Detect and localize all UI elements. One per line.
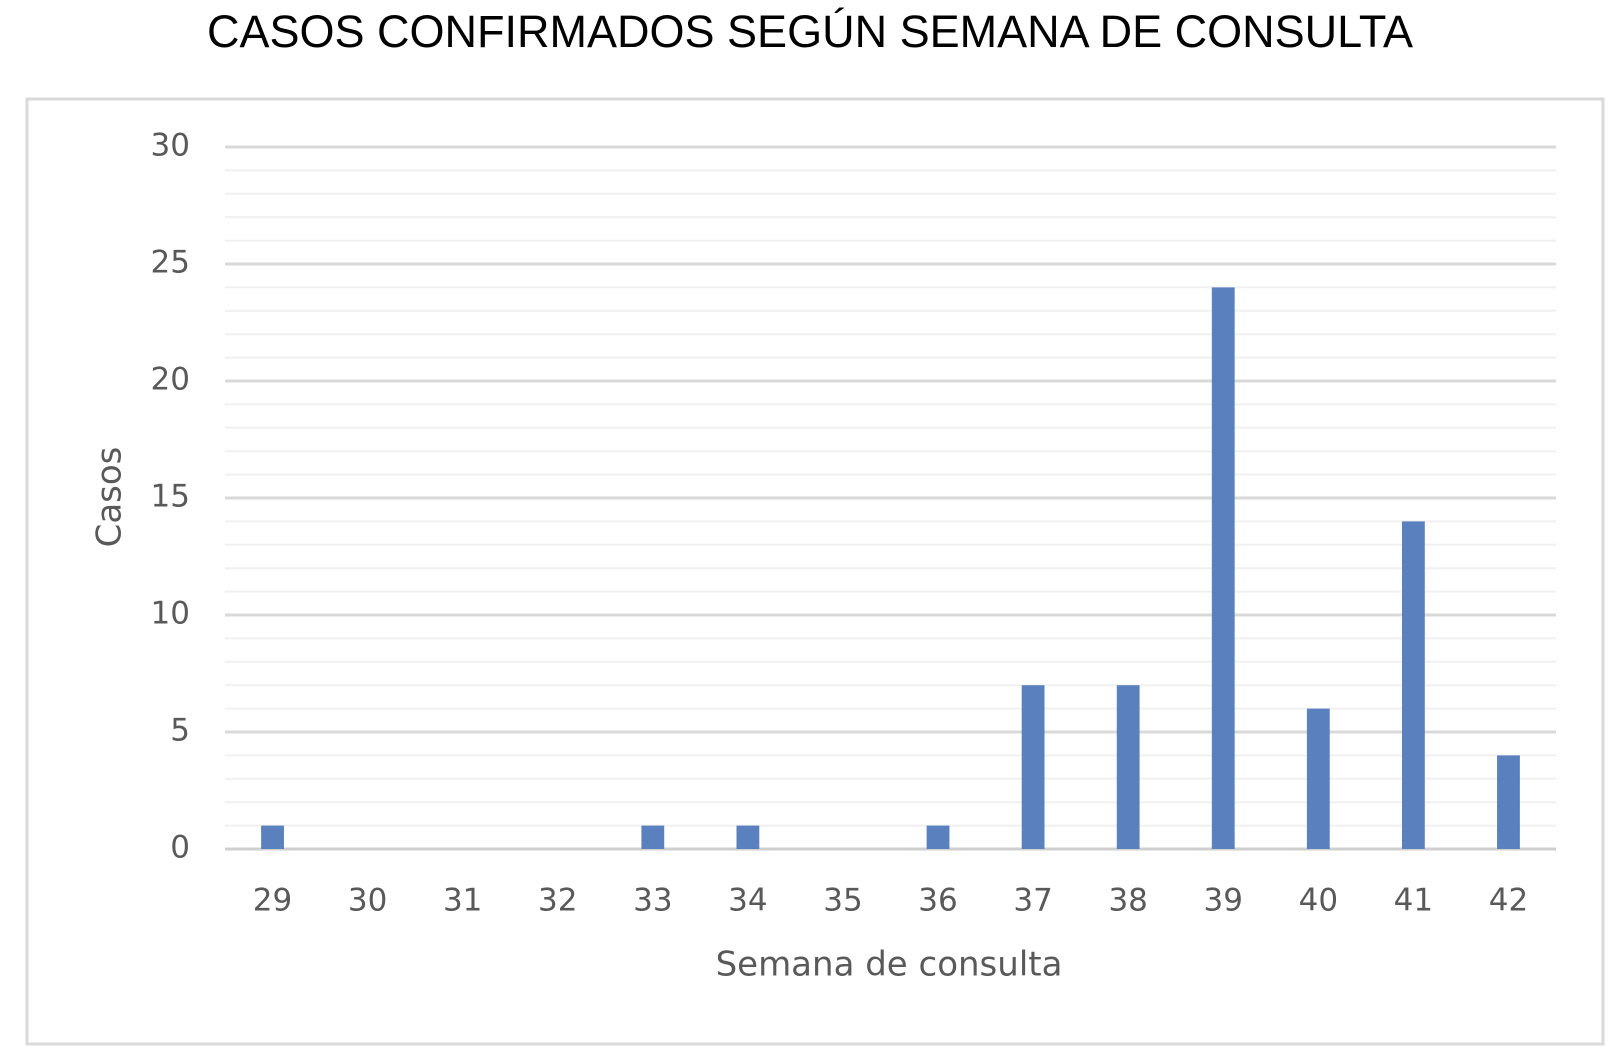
x-tick-label: 42 — [1489, 883, 1528, 919]
y-tick-label: 0 — [170, 830, 190, 866]
chart-title: CASOS CONFIRMADOS SEGÚN SEMANA DE CONSUL… — [207, 6, 1413, 57]
y-tick-label: 15 — [151, 479, 190, 515]
bar — [1401, 521, 1425, 849]
bar — [1306, 708, 1330, 849]
x-tick-label: 34 — [728, 883, 767, 919]
y-tick-label: 25 — [151, 245, 190, 281]
x-tick-label: 29 — [253, 883, 292, 919]
x-tick-label: 36 — [918, 883, 957, 919]
bar — [1211, 287, 1235, 849]
bar — [926, 825, 950, 849]
bar — [736, 825, 760, 849]
x-tick-label: 31 — [443, 883, 482, 919]
chart-frame — [25, 97, 1605, 1046]
y-tick-label: 20 — [151, 362, 190, 398]
x-tick-label: 41 — [1394, 883, 1433, 919]
y-tick-label: 5 — [170, 713, 190, 749]
x-tick-label: 35 — [823, 883, 862, 919]
x-tick-label: 32 — [538, 883, 577, 919]
bar — [641, 825, 665, 849]
x-tick-label: 40 — [1299, 883, 1338, 919]
bar — [1497, 755, 1520, 849]
y-tick-label: 10 — [151, 596, 190, 632]
x-tick-label: 33 — [633, 883, 672, 919]
x-tick-label: 30 — [348, 883, 387, 919]
x-axis-title: Semana de consulta — [716, 945, 1063, 985]
bar — [1021, 685, 1045, 849]
y-tick-label: 30 — [151, 128, 190, 164]
y-axis-title: Casos — [90, 447, 130, 548]
x-tick-label: 37 — [1013, 883, 1052, 919]
x-tick-label: 38 — [1108, 883, 1147, 919]
bar — [1116, 685, 1140, 849]
x-tick-label: 39 — [1204, 883, 1243, 919]
bar — [261, 825, 284, 849]
